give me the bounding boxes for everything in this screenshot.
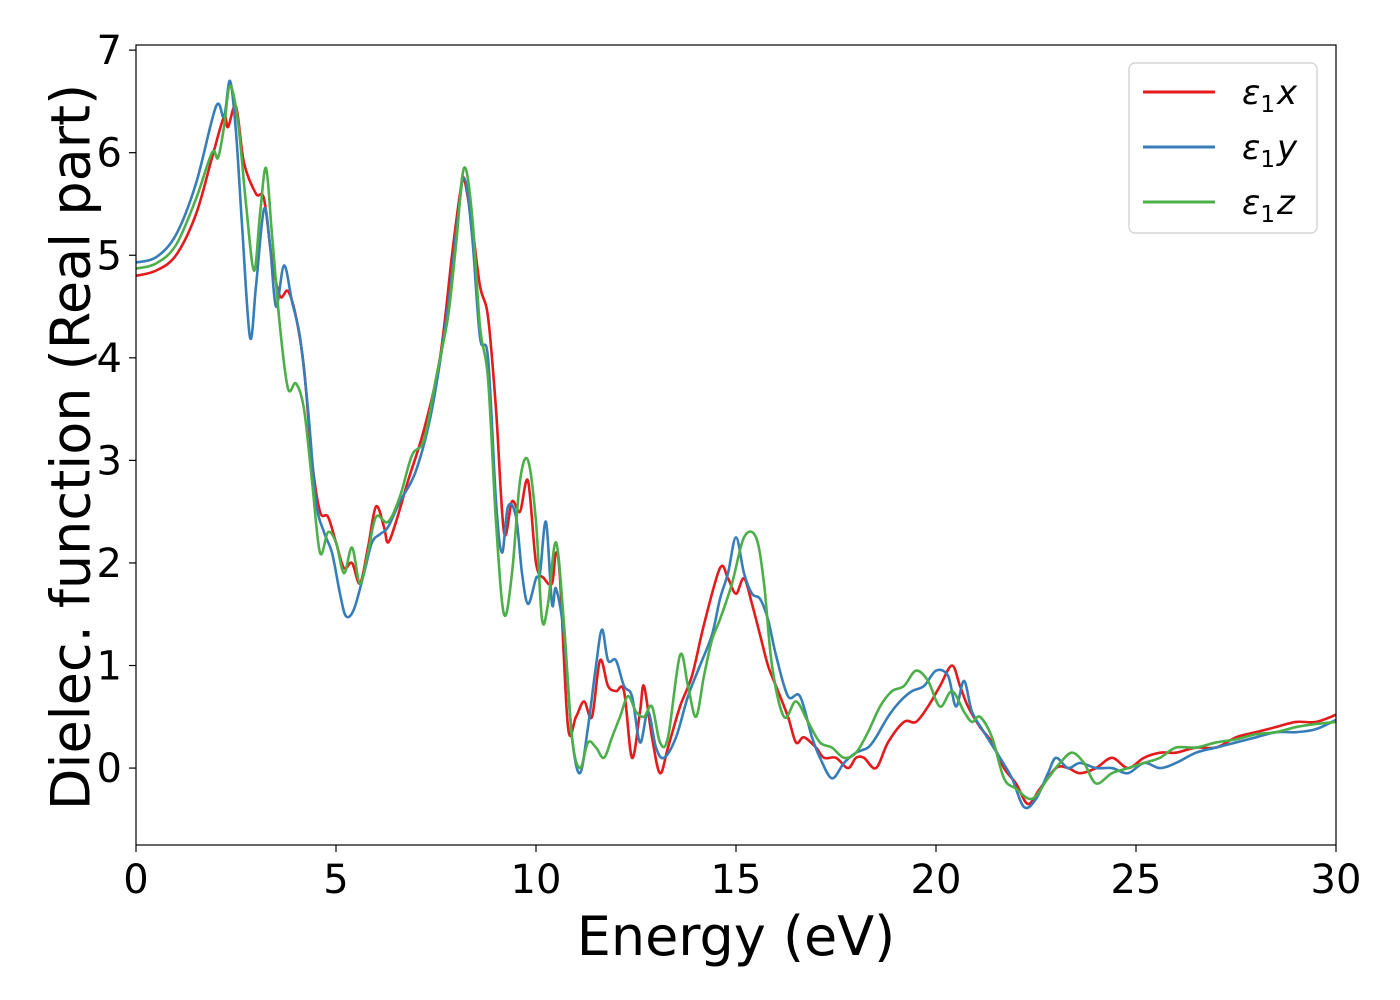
x-tick-label: 30 — [1311, 857, 1362, 903]
legend-box — [1128, 62, 1318, 234]
y-axis-title: Dielec. function (Real part) — [40, 84, 103, 810]
y-axis: 0 1 2 3 4 5 6 7 — [97, 28, 136, 792]
x-tick-label: 10 — [511, 857, 562, 903]
y-tick-label: 3 — [97, 438, 122, 484]
y-tick-label: 2 — [97, 541, 122, 587]
y-tick-label: 1 — [97, 644, 122, 690]
y-tick-label: 0 — [97, 746, 122, 792]
x-tick-label: 25 — [1111, 857, 1162, 903]
series-line-z — [136, 84, 1336, 801]
legend-entry-x: ε1x — [1143, 73, 1298, 118]
x-tick-label: 20 — [911, 857, 962, 903]
series-line-y — [136, 79, 1336, 810]
x-tick-label: 15 — [711, 857, 762, 903]
x-axis: 0 5 10 15 20 25 30 — [123, 845, 1361, 903]
y-tick-label: 7 — [97, 28, 122, 74]
y-tick-label: 4 — [97, 336, 122, 382]
y-tick-label: 6 — [97, 131, 122, 177]
x-tick-label: 0 — [123, 857, 148, 903]
legend-label: ε1x — [1242, 73, 1298, 118]
y-tick-label: 5 — [97, 233, 122, 279]
x-axis-title: Energy (eV) — [577, 905, 896, 968]
legend-label: ε1y — [1242, 128, 1298, 173]
legend: ε1x ε1y ε1z — [1128, 62, 1318, 234]
series-layer — [136, 79, 1336, 810]
legend-entry-z: ε1z — [1143, 183, 1296, 228]
legend-entry-y: ε1y — [1143, 128, 1298, 173]
legend-label: ε1z — [1242, 183, 1296, 228]
x-tick-label: 5 — [323, 857, 348, 903]
